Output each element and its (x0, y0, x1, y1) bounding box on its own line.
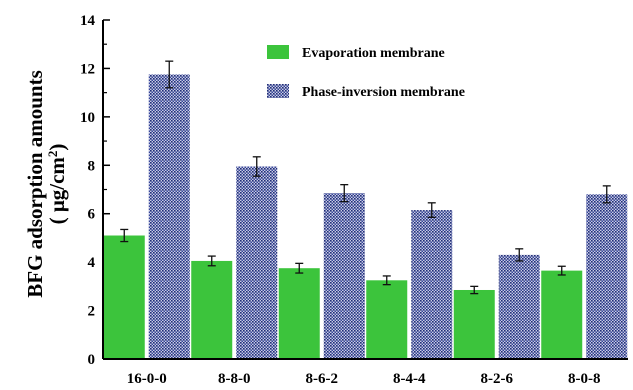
y-tick-label: 8 (88, 158, 96, 174)
bar-evaporation (366, 280, 408, 359)
bar-evaporation (278, 268, 320, 359)
y-axis-label: BFG adsorption amounts ( μg/cm2) (23, 70, 69, 298)
y-tick-label: 14 (80, 13, 96, 29)
y-tick-label: 10 (80, 110, 95, 126)
y-tick-label: 6 (88, 207, 96, 223)
plot-area: 0 2 4 6 8 10 12 14 16-0-0 8-8-0 8-6-2 8-4-4 8-2-6 8-0… (80, 13, 628, 387)
y-tick-label: 12 (80, 61, 95, 77)
bar-phase-inversion (411, 210, 453, 359)
y-axis-label-line1: BFG adsorption amounts (23, 70, 47, 298)
bar-phase-inversion (323, 193, 365, 359)
bar-evaporation (453, 289, 495, 359)
legend-swatch-evaporation (267, 45, 289, 59)
bar-phase-inversion (236, 166, 278, 359)
x-tick-label: 16-0-0 (127, 371, 167, 387)
bar-phase-inversion (586, 194, 628, 359)
legend: Evaporation membrane Phase-inversion memb… (267, 45, 465, 100)
legend-label-evaporation: Evaporation membrane (302, 46, 445, 61)
x-tick-label: 8-8-0 (218, 371, 251, 387)
x-tick-label: 8-6-2 (306, 371, 339, 387)
x-tick-label: 8-4-4 (393, 371, 426, 387)
bar-phase-inversion (148, 74, 190, 359)
y-axis-label-line2: ( μg/cm2) (45, 144, 69, 225)
legend-label-phase-inversion: Phase-inversion membrane (302, 85, 465, 100)
x-tick-label: 8-0-8 (568, 371, 601, 387)
bar-evaporation (541, 270, 583, 359)
y-tick-label: 2 (88, 304, 96, 320)
bar-evaporation (103, 235, 145, 359)
bar-phase-inversion (498, 254, 540, 359)
y-tick-label: 4 (88, 255, 96, 271)
x-tick-label: 8-2-6 (481, 371, 514, 387)
bar-evaporation (191, 260, 233, 359)
legend-swatch-phase-inversion (267, 84, 289, 98)
y-tick-label: 0 (88, 352, 96, 368)
